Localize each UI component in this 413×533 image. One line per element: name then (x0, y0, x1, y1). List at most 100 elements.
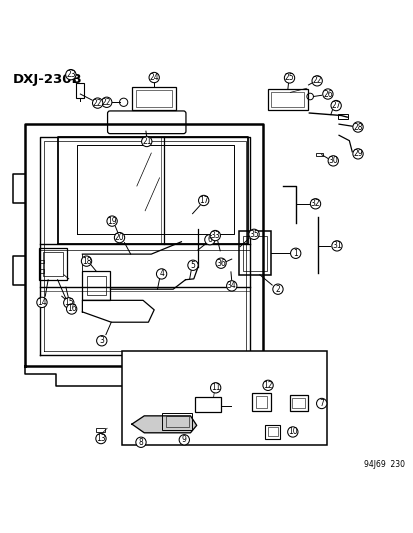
Bar (86, 276, 106, 295)
Text: 15: 15 (64, 298, 74, 308)
Circle shape (95, 433, 106, 443)
Bar (194, 397, 221, 411)
Circle shape (226, 281, 236, 291)
Circle shape (215, 258, 225, 268)
Circle shape (179, 434, 189, 445)
Text: 5: 5 (190, 261, 195, 270)
Circle shape (209, 230, 220, 241)
Bar (271, 92, 303, 107)
Circle shape (322, 89, 332, 99)
Circle shape (101, 97, 112, 108)
Text: 16: 16 (66, 304, 76, 313)
Text: 20: 20 (114, 233, 124, 242)
Circle shape (149, 72, 159, 83)
Bar (122, 351, 326, 445)
Circle shape (188, 260, 198, 270)
Bar (268, 89, 307, 110)
Text: 13: 13 (96, 434, 105, 443)
Bar (162, 413, 192, 430)
Circle shape (262, 380, 273, 391)
Bar (337, 114, 347, 119)
Text: DXJ-230B: DXJ-230B (13, 74, 83, 86)
Bar (289, 395, 307, 411)
Circle shape (81, 256, 91, 266)
Circle shape (331, 241, 341, 251)
Text: 7: 7 (318, 399, 323, 408)
Bar (39, 247, 67, 280)
Text: 10: 10 (287, 427, 297, 437)
Circle shape (141, 136, 152, 147)
Circle shape (66, 69, 76, 80)
Bar (239, 231, 271, 274)
Circle shape (198, 195, 208, 206)
Text: 25: 25 (284, 74, 294, 83)
Circle shape (64, 297, 74, 308)
Circle shape (204, 235, 214, 245)
Text: 3: 3 (99, 336, 104, 345)
Bar (316, 154, 322, 156)
Text: 22: 22 (93, 99, 102, 108)
Circle shape (156, 269, 166, 279)
Text: 33: 33 (210, 231, 220, 240)
Circle shape (311, 76, 322, 86)
Text: 1: 1 (293, 249, 297, 258)
Bar (40, 269, 44, 273)
Circle shape (107, 216, 117, 227)
Circle shape (330, 100, 340, 111)
Bar (267, 427, 277, 436)
Bar (264, 424, 280, 439)
Circle shape (272, 284, 282, 294)
Text: 94J69  230: 94J69 230 (363, 459, 404, 469)
Circle shape (96, 336, 107, 346)
Text: 23: 23 (66, 70, 76, 79)
Text: 29: 29 (352, 149, 362, 158)
Bar (252, 393, 270, 411)
Circle shape (316, 398, 326, 409)
Text: 36: 36 (216, 259, 225, 268)
Text: 27: 27 (330, 101, 340, 110)
Text: 35: 35 (249, 230, 258, 239)
Bar (76, 83, 84, 98)
Text: 4: 4 (159, 269, 164, 278)
Text: 18: 18 (82, 256, 91, 265)
Circle shape (284, 73, 294, 83)
Text: 19: 19 (107, 216, 116, 225)
Circle shape (135, 437, 146, 447)
Circle shape (210, 383, 220, 393)
Bar (132, 87, 176, 110)
Bar (255, 396, 267, 408)
Text: 22: 22 (102, 98, 111, 107)
Polygon shape (132, 416, 196, 433)
Text: 11: 11 (210, 383, 220, 392)
Circle shape (290, 248, 300, 259)
Text: 24: 24 (149, 73, 159, 82)
Text: 32: 32 (310, 199, 320, 208)
Bar (292, 398, 304, 408)
Bar (82, 271, 110, 300)
Text: 22: 22 (312, 76, 321, 85)
Text: 26: 26 (322, 90, 332, 99)
Circle shape (66, 304, 77, 314)
Circle shape (114, 232, 124, 243)
Text: 2: 2 (275, 285, 280, 294)
Circle shape (92, 98, 102, 108)
Text: 17: 17 (198, 196, 208, 205)
Text: 6: 6 (207, 235, 212, 244)
Circle shape (287, 427, 297, 437)
Circle shape (352, 122, 362, 132)
Text: 8: 8 (138, 438, 143, 447)
Text: 28: 28 (352, 123, 362, 132)
Circle shape (352, 149, 362, 159)
Circle shape (328, 156, 337, 166)
Circle shape (37, 297, 47, 308)
Text: 30: 30 (328, 156, 337, 165)
Text: 21: 21 (142, 137, 151, 146)
Circle shape (248, 229, 259, 239)
Bar (40, 260, 44, 263)
Bar (136, 90, 172, 107)
Text: 34: 34 (226, 281, 236, 290)
Text: 9: 9 (181, 435, 186, 445)
Bar (243, 236, 267, 271)
Text: 14: 14 (37, 298, 47, 307)
Text: 12: 12 (263, 381, 272, 390)
